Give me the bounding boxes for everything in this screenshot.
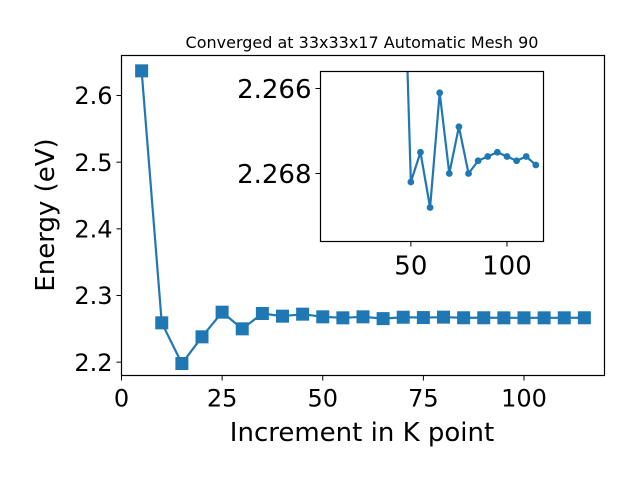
y-axis-title: Energy (eV) [31,138,61,291]
main-data-point [135,64,149,78]
inset-data-point [407,178,415,186]
main-y-axis: 2.2 2.3 2.4 2.5 2.6 [74,82,122,377]
main-data-point [356,310,370,324]
inset-plot-frame [319,70,545,243]
main-x-tick-label: 100 [501,385,547,413]
main-data-point [557,311,571,325]
main-y-tick-label: 2.5 [74,149,112,177]
main-x-axis: 0 25 50 75 100 [114,375,547,413]
inset-data-point [426,204,434,211]
main-data-point [457,311,471,325]
inset-data-point [455,123,463,131]
inset-data-point [513,157,520,165]
main-y-tick-label: 2.6 [74,82,112,110]
main-data-point [437,310,450,324]
main-x-tick-label: 75 [408,385,439,413]
inset-y-tick-label: 2.268 [237,160,311,190]
inset-data-point [436,89,444,97]
inset-data-point [522,153,530,160]
chart-title: Converged at 33x33x17 Automatic Mesh 90 [186,33,539,52]
main-data-point [255,307,269,320]
inset-data-point [417,148,424,156]
main-y-tick-label: 2.4 [74,215,112,243]
inset-y-axis: 2.266 2.268 [237,75,321,190]
main-data-point [336,311,350,325]
inset-data-point [474,157,482,165]
main-data-point [235,322,249,336]
main-plot-frame [120,54,606,377]
inset-x-tick-label: 50 [394,252,427,282]
main-data-point [477,311,491,325]
main-data-point [175,357,189,370]
main-data-point [396,310,410,324]
main-series [135,64,591,370]
main-data-point [577,311,591,325]
main-data-point [215,305,229,319]
inset-data-point [532,161,540,169]
inset-x-axis: 50 100 [394,241,532,282]
main-x-tick-label: 25 [207,385,238,413]
main-x-tick-label: 0 [114,385,129,413]
inset-series [406,71,540,211]
main-data-point [316,310,330,324]
main-data-point [537,311,551,325]
inset-data-point [484,153,492,160]
inset-data-point [465,170,472,177]
main-data-point [195,330,209,344]
main-x-tick-label: 50 [307,385,338,413]
inset-data-point [503,153,511,160]
main-data-point [416,311,430,325]
main-y-tick-label: 2.2 [74,349,112,377]
main-data-point [376,312,390,326]
main-data-point [276,309,289,323]
main-data-point [517,311,531,325]
inset-data-point [493,148,501,156]
main-data-point [296,307,310,321]
inset-x-tick-label: 100 [482,252,532,282]
main-y-tick-label: 2.3 [74,282,112,310]
x-axis-title: Increment in K point [230,418,494,448]
main-data-point [155,316,169,330]
inset-data-point [445,170,453,177]
main-data-point [497,311,511,325]
inset-y-tick-label: 2.266 [237,75,311,105]
